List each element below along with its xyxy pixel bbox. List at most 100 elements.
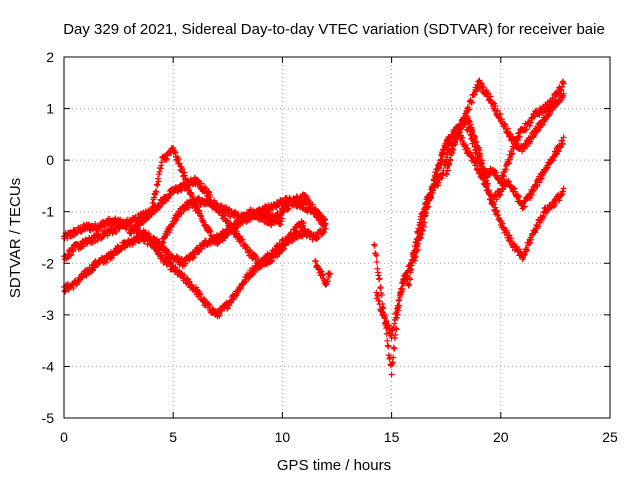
data-point: [557, 144, 564, 151]
data-point: [469, 126, 476, 133]
data-point: [487, 192, 494, 199]
data-point: [461, 116, 468, 123]
data-point: [388, 371, 395, 378]
data-point: [521, 203, 528, 210]
data-point: [371, 242, 378, 249]
data-point: [315, 234, 322, 241]
data-point: [399, 286, 406, 293]
data-point: [383, 317, 390, 324]
data-point: [534, 127, 541, 134]
data-point: [376, 301, 383, 308]
y-tick-label: 2: [46, 49, 54, 65]
data-point: [538, 175, 545, 182]
data-point: [148, 208, 155, 215]
data-point: [490, 201, 497, 208]
data-point: [406, 281, 413, 288]
data-point: [419, 227, 426, 234]
data-point: [390, 354, 397, 361]
data-point: [466, 106, 473, 113]
data-marks: [61, 77, 567, 378]
plot-frame: [63, 56, 611, 419]
data-point: [165, 249, 172, 256]
data-point: [443, 171, 450, 178]
data-point: [468, 99, 475, 106]
data-point: [534, 183, 541, 190]
data-point: [182, 260, 189, 267]
data-point: [103, 259, 110, 266]
x-axis-title: GPS time / hours: [277, 457, 391, 474]
data-point: [552, 151, 559, 158]
data-point: [312, 258, 319, 265]
data-point: [377, 284, 384, 291]
data-point: [444, 167, 451, 174]
data-point: [68, 251, 75, 258]
data-point: [450, 147, 457, 154]
data-point: [437, 159, 444, 166]
data-point: [279, 246, 286, 253]
series-track-6: [312, 257, 333, 288]
y-tick-label: -3: [42, 307, 55, 323]
data-point: [540, 212, 547, 219]
data-point: [477, 152, 484, 159]
data-point: [544, 164, 551, 171]
data-point: [508, 235, 515, 242]
data-point: [521, 251, 528, 258]
data-point: [516, 133, 523, 140]
data-point: [509, 150, 516, 157]
series-track-10: [443, 77, 567, 178]
y-tick-label: -5: [42, 410, 55, 426]
data-point: [487, 93, 494, 100]
data-point: [281, 245, 288, 252]
data-point: [505, 160, 512, 167]
data-point: [178, 210, 185, 217]
data-point: [300, 219, 307, 226]
data-point: [149, 203, 156, 210]
data-point: [385, 322, 392, 329]
data-point: [452, 141, 459, 148]
data-point: [406, 267, 413, 274]
data-point: [533, 128, 540, 135]
data-point: [401, 280, 408, 287]
y-tick-label: -4: [42, 358, 55, 374]
data-point: [412, 253, 419, 260]
x-tick-label: 10: [275, 429, 291, 445]
data-point: [176, 160, 183, 167]
data-point: [234, 228, 241, 235]
data-point: [326, 270, 333, 277]
data-point: [395, 304, 402, 311]
data-point: [239, 236, 246, 243]
data-point: [293, 227, 300, 234]
data-point: [478, 80, 485, 87]
data-point: [392, 314, 399, 321]
data-point: [430, 184, 437, 191]
y-axis-title: SDTVAR / TECUs: [7, 178, 24, 298]
data-point: [560, 141, 567, 148]
data-point: [141, 217, 148, 224]
data-point: [186, 204, 193, 211]
data-point: [190, 254, 197, 261]
x-tick-label: 15: [384, 429, 400, 445]
x-tick-label: 0: [60, 429, 68, 445]
series-track-5: [159, 194, 329, 246]
data-point: [501, 224, 508, 231]
data-point: [546, 110, 553, 117]
data-point: [278, 212, 285, 219]
data-point: [494, 107, 501, 114]
data-point: [560, 134, 567, 141]
data-point: [503, 227, 510, 234]
data-point: [263, 213, 270, 220]
data-point: [480, 84, 487, 91]
data-point: [237, 221, 244, 228]
data-point: [479, 157, 486, 164]
data-point: [432, 173, 439, 180]
data-point: [285, 239, 292, 246]
data-point: [507, 131, 514, 138]
y-tick-label: -2: [42, 255, 55, 271]
data-point: [485, 89, 492, 96]
data-point: [198, 180, 205, 187]
axis-ticks: 0 5 10 15 20 25 -5 -4 -3 -2 -1 0 1 2: [42, 49, 618, 445]
data-point: [391, 345, 398, 352]
data-point: [555, 148, 562, 155]
